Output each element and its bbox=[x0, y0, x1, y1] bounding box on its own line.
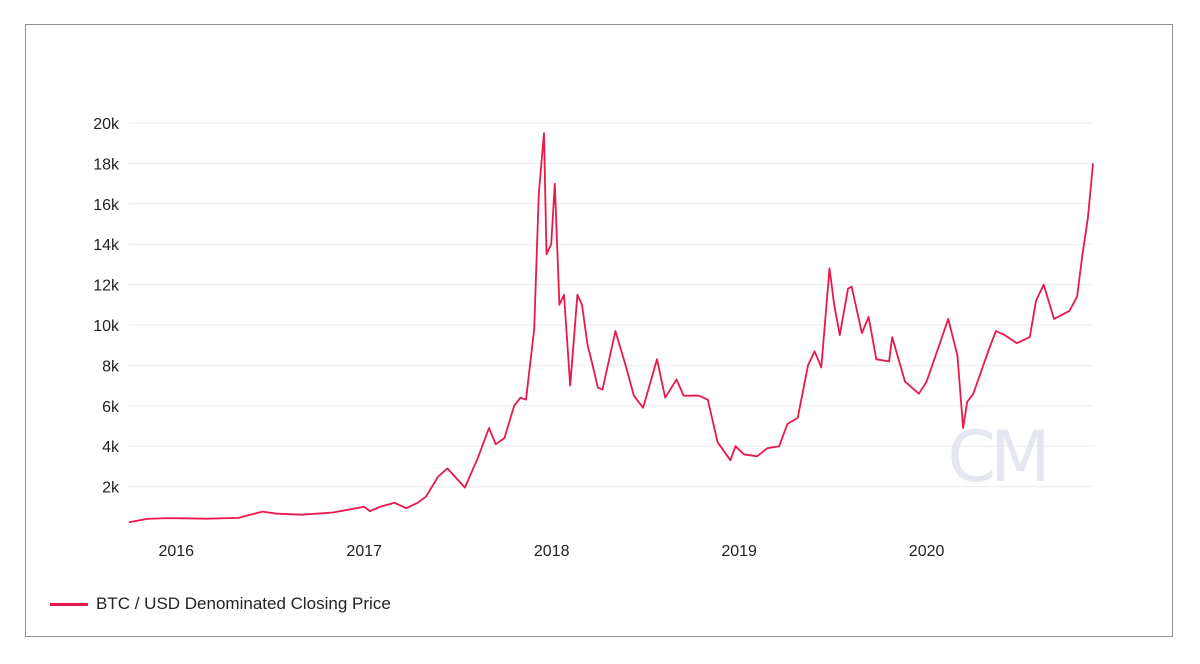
x-tick-label: 2019 bbox=[721, 543, 757, 560]
legend-swatch bbox=[50, 602, 88, 606]
y-tick-label: 18k bbox=[93, 156, 120, 173]
y-tick-label: 4k bbox=[102, 439, 120, 456]
x-axis-ticks: 2016 2017 2018 2019 2020 bbox=[158, 543, 944, 560]
y-tick-label: 20k bbox=[93, 116, 120, 133]
y-axis-ticks: 2k 4k 6k 8k 10k 12k 14k 16k 18k 20k bbox=[93, 116, 120, 497]
x-tick-label: 2018 bbox=[534, 543, 570, 560]
chart-frame: 2k 4k 6k 8k 10k 12k 14k 16k 18k 20k 2016 2017 2018 2… bbox=[25, 24, 1173, 637]
legend-label: BTC / USD Denominated Closing Price bbox=[96, 594, 391, 613]
x-tick-label: 2016 bbox=[158, 543, 194, 560]
y-tick-label: 12k bbox=[93, 278, 120, 295]
series-line bbox=[128, 132, 1094, 524]
y-tick-label: 8k bbox=[102, 358, 120, 375]
y-tick-label: 14k bbox=[93, 237, 120, 254]
watermark-logo: CM bbox=[947, 416, 1050, 498]
y-tick-label: 10k bbox=[93, 318, 120, 335]
legend: BTC / USD Denominated Closing Price bbox=[50, 592, 391, 616]
grid-layer bbox=[129, 122, 1093, 488]
x-tick-label: 2020 bbox=[909, 543, 945, 560]
y-tick-label: 6k bbox=[102, 399, 120, 416]
y-tick-label: 16k bbox=[93, 197, 120, 214]
x-tick-label: 2017 bbox=[346, 543, 382, 560]
series-layer bbox=[128, 132, 1094, 524]
y-tick-label: 2k bbox=[102, 480, 120, 497]
watermark-text: CM bbox=[947, 416, 1044, 498]
